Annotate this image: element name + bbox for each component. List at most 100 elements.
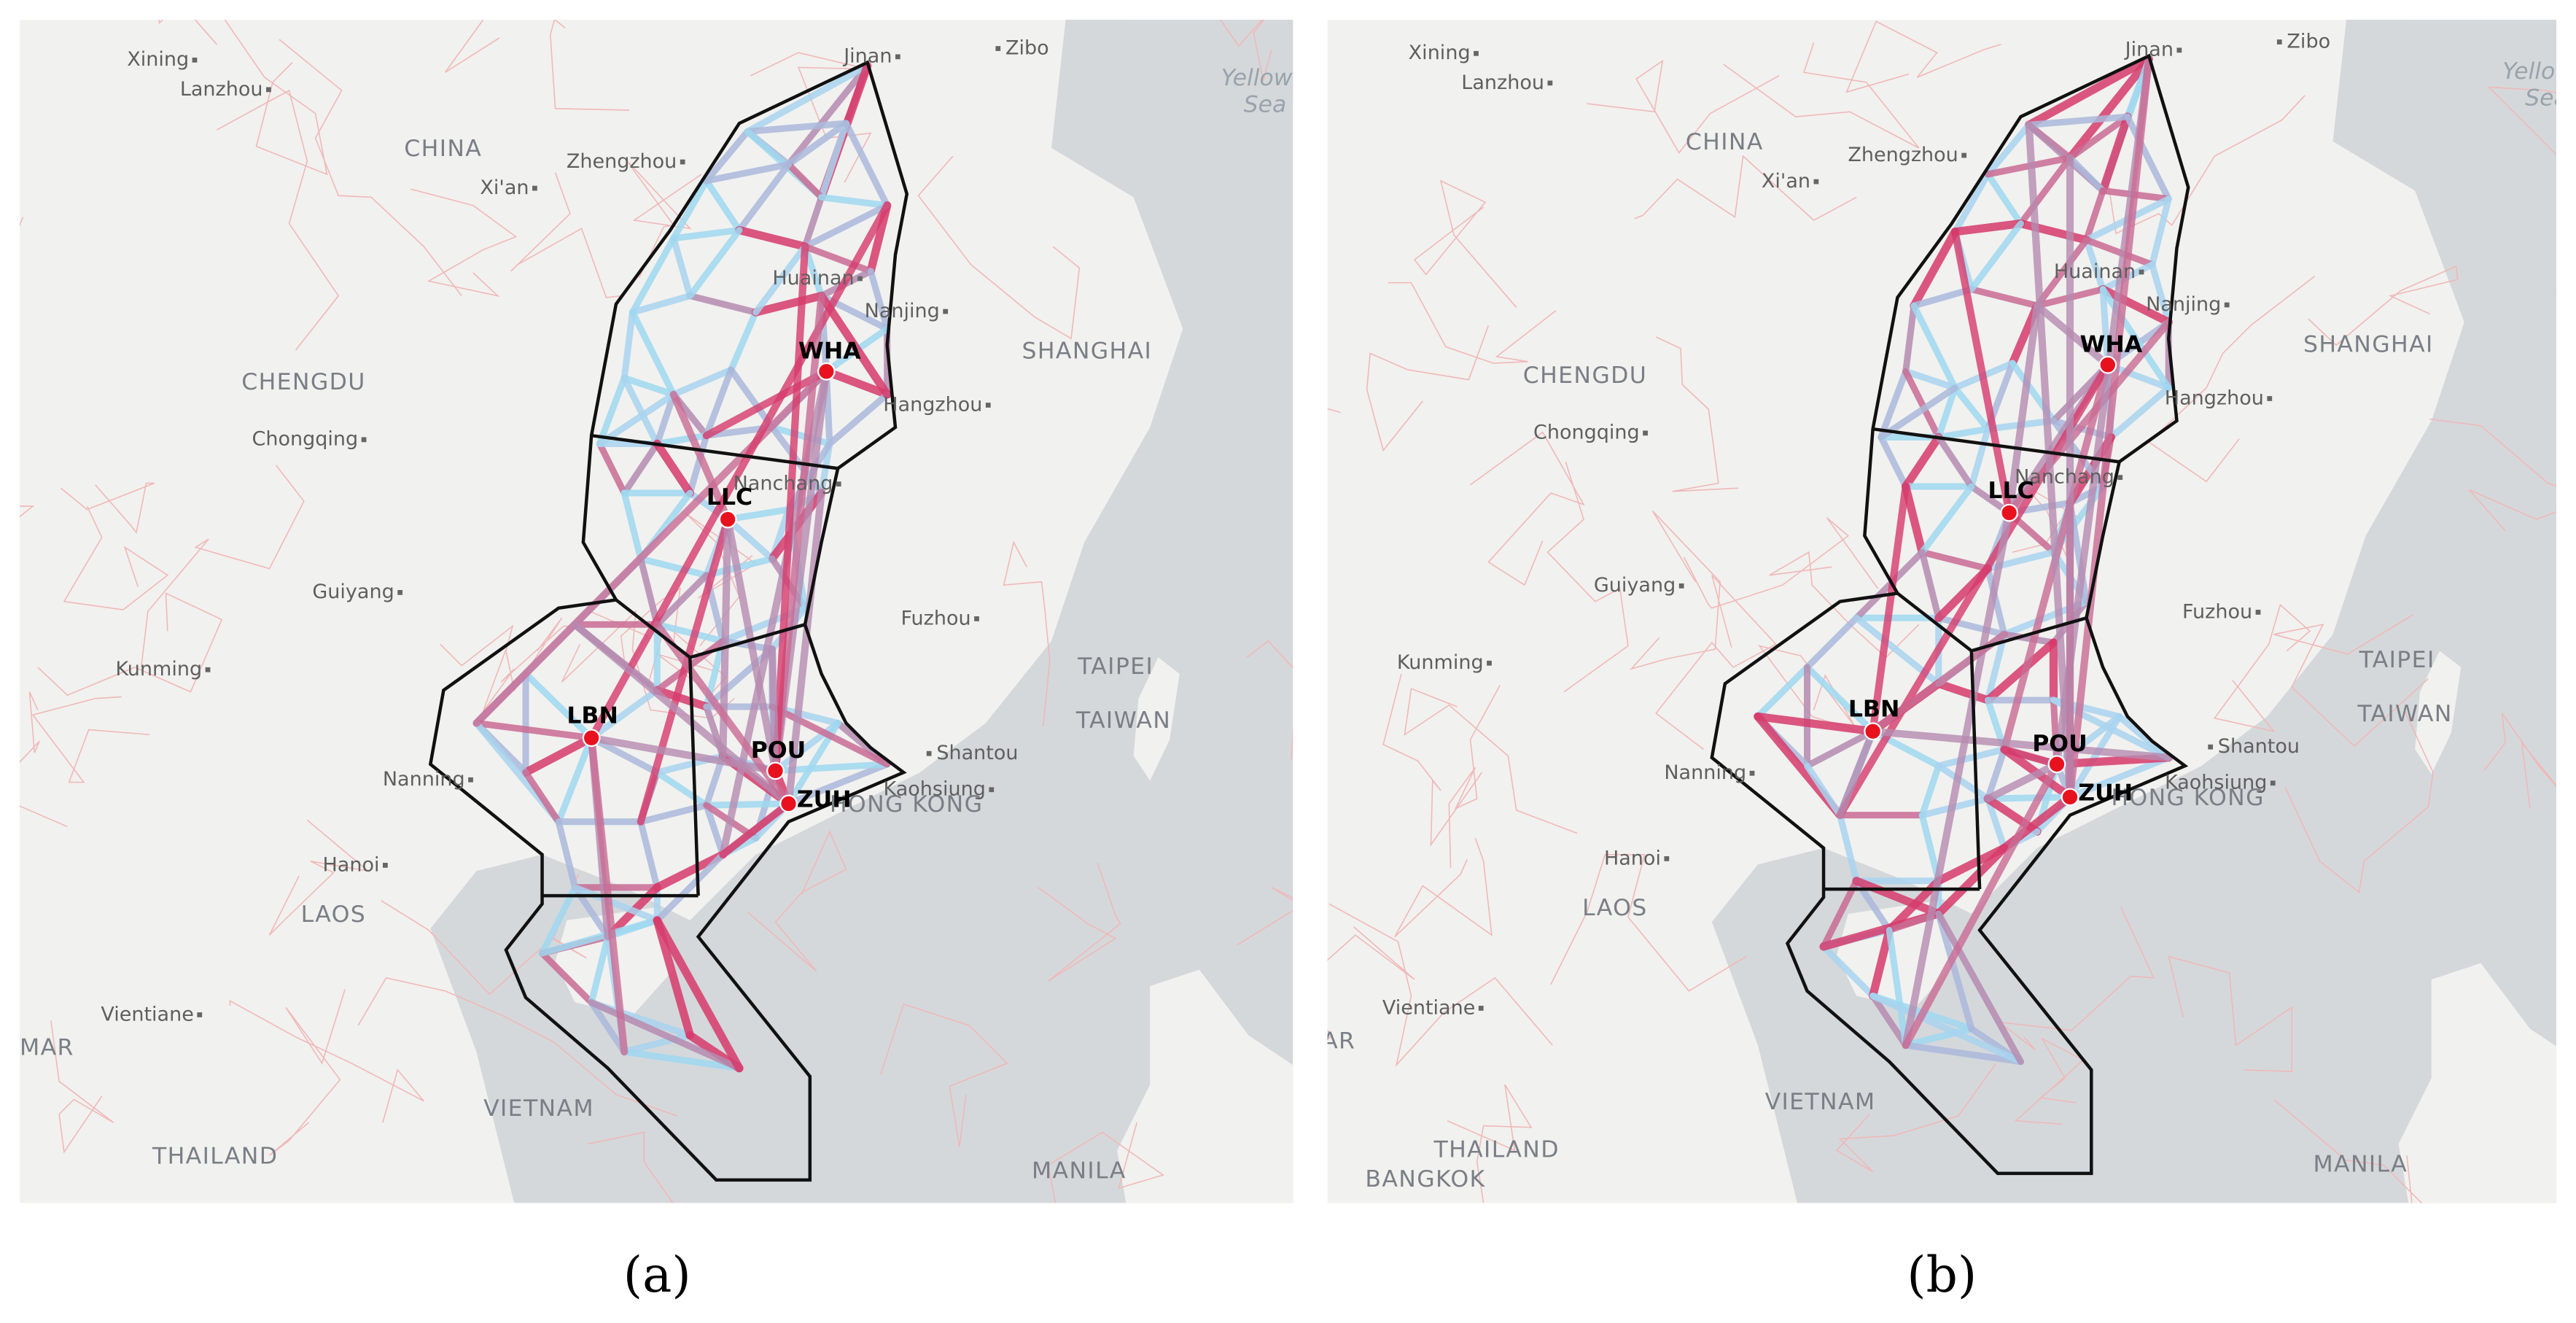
- route: [751, 292, 826, 317]
- route: [522, 670, 595, 742]
- route: [1984, 760, 2061, 803]
- sea: [1126, 20, 1293, 115]
- place-label: Huainan: [772, 267, 854, 290]
- border: [917, 155, 1081, 340]
- airport-label: POU: [751, 737, 806, 764]
- route: [653, 686, 711, 711]
- route: [1935, 762, 1991, 802]
- border: [1630, 511, 1721, 670]
- route: [785, 120, 849, 168]
- route: [817, 292, 892, 399]
- route: [1836, 727, 1877, 819]
- place-label: Kunming: [1397, 651, 1484, 674]
- route: [1869, 482, 1910, 735]
- route: [1984, 171, 2024, 228]
- place-label: Hangzhou: [2165, 387, 2264, 409]
- route: [1934, 844, 2009, 918]
- route: [2098, 112, 2132, 195]
- route: [822, 367, 892, 399]
- border: [1413, 179, 1517, 308]
- route: [801, 193, 825, 250]
- border: [1404, 688, 1578, 834]
- route: [818, 120, 849, 201]
- route: [653, 916, 744, 1073]
- route: [637, 555, 710, 579]
- place-dot: [205, 667, 211, 672]
- place-label: THAILAND: [1433, 1136, 1559, 1163]
- place-label: MAR: [20, 1035, 74, 1061]
- border: [217, 89, 340, 351]
- border: [410, 188, 518, 298]
- caption: (a): [623, 1246, 691, 1303]
- border: [2105, 95, 2305, 235]
- route: [1902, 368, 1942, 441]
- airport-label: LBN: [567, 702, 618, 729]
- place-dot: [2208, 744, 2214, 750]
- route: [1804, 762, 1844, 819]
- border: [20, 691, 68, 828]
- route: [670, 235, 693, 300]
- border: [1246, 640, 1293, 760]
- route: [653, 391, 677, 447]
- route: [2066, 113, 2131, 161]
- border: [1655, 575, 1777, 750]
- place-label: VIETNAM: [483, 1095, 594, 1122]
- airport-marker: [779, 794, 798, 813]
- route: [2149, 195, 2172, 268]
- place-label: Zhengzhou: [1848, 144, 1958, 166]
- place-dot: [995, 46, 1001, 51]
- place-label: CHENGDU: [241, 369, 366, 395]
- route: [653, 850, 728, 892]
- place-label: Yellow: [1221, 65, 1293, 91]
- route: [1869, 993, 1910, 1049]
- border: [268, 819, 370, 936]
- place-dot: [680, 159, 685, 165]
- route: [604, 917, 661, 940]
- route: [785, 489, 825, 807]
- place-label: SHANGHAI: [1022, 338, 1152, 364]
- airport-marker: [582, 729, 601, 748]
- border: [1394, 837, 1493, 937]
- border: [879, 1003, 1008, 1147]
- place-label: BANGKOK: [1365, 1166, 1485, 1192]
- border: [1388, 282, 1557, 364]
- route: [719, 799, 793, 858]
- airport-label: LLC: [1988, 478, 2034, 504]
- place-label: Kaohsiung: [2165, 772, 2267, 794]
- route: [1836, 361, 2112, 819]
- route: [653, 439, 694, 497]
- place-dot: [1487, 660, 1492, 666]
- border: [2014, 1037, 2085, 1125]
- route: [620, 374, 661, 447]
- place-dot: [382, 863, 388, 868]
- route: [472, 719, 595, 742]
- route: [703, 366, 735, 439]
- place-dot: [266, 87, 271, 93]
- airport-marker: [2000, 503, 2019, 522]
- route: [653, 621, 793, 807]
- border: [1003, 540, 1051, 727]
- island: [1133, 657, 1180, 781]
- place-label: Xi'an: [480, 176, 529, 199]
- route: [637, 516, 732, 826]
- place-label: Shantou: [2218, 735, 2300, 758]
- route: [1754, 664, 1811, 720]
- route: [1984, 631, 2008, 704]
- route: [703, 800, 793, 809]
- route: [669, 390, 732, 524]
- route: [653, 432, 710, 447]
- route: [736, 160, 793, 234]
- border: [20, 217, 24, 227]
- route: [826, 391, 891, 447]
- border: [2308, 265, 2459, 346]
- route: [686, 227, 743, 300]
- place-dot: [926, 750, 932, 756]
- route: [653, 621, 726, 645]
- border: [1546, 462, 1629, 693]
- route: [702, 368, 830, 440]
- place-label: LAOS: [1582, 895, 1648, 921]
- route: [785, 761, 891, 807]
- place-label: Jinan: [842, 45, 892, 68]
